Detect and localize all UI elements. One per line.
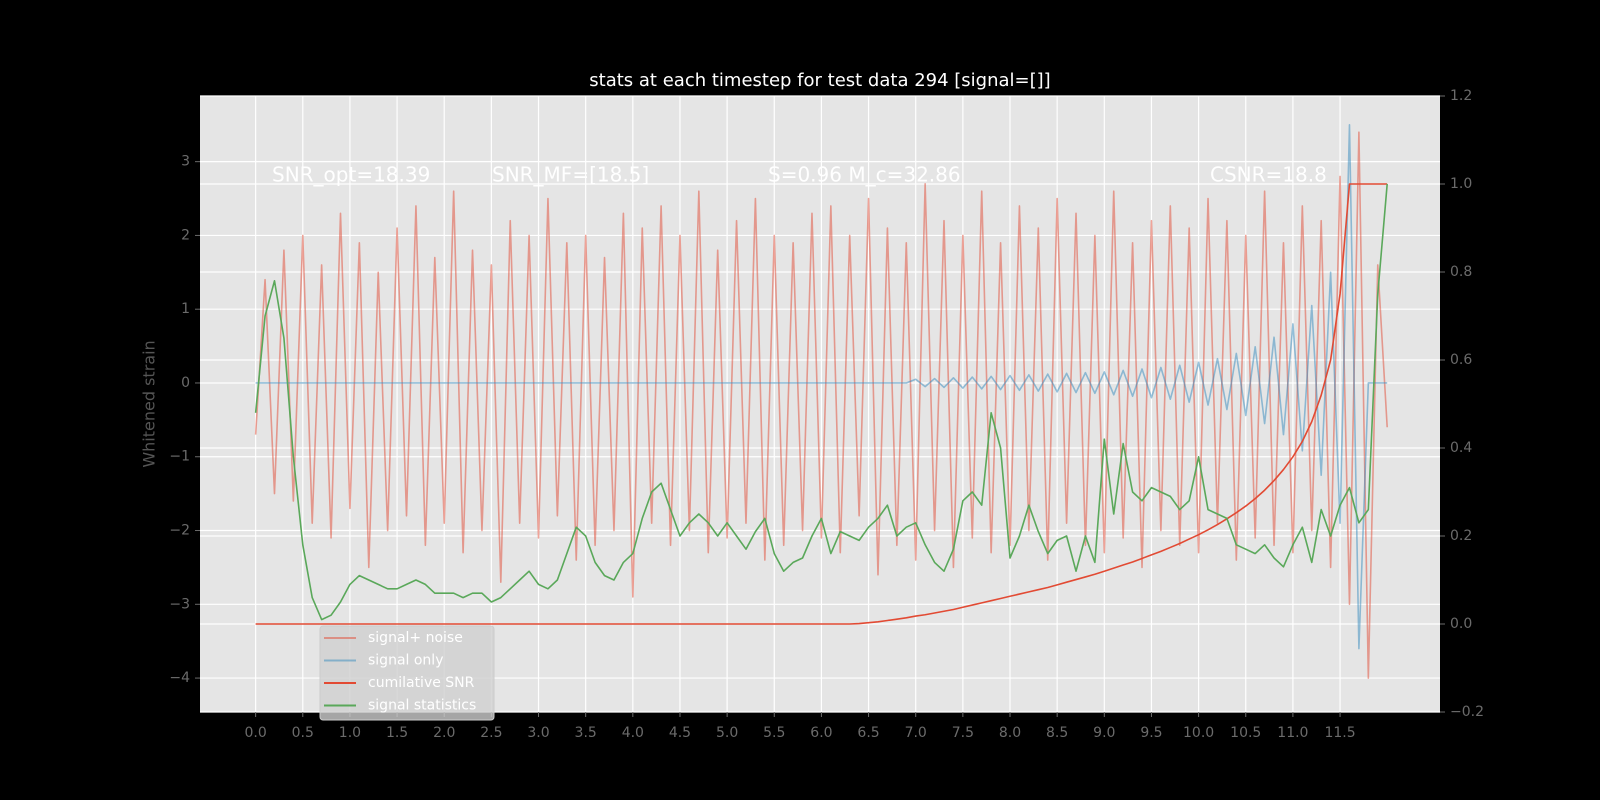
x-tick-label: 2.0 bbox=[433, 725, 455, 741]
y-tick-label: −2 bbox=[169, 523, 190, 539]
x-tick-label: 8.0 bbox=[999, 725, 1021, 741]
x-tick-label: 3.0 bbox=[527, 725, 549, 741]
chart-title: stats at each timestep for test data 294… bbox=[589, 70, 1050, 91]
x-tick-label: 11.0 bbox=[1277, 725, 1308, 741]
x-tick-label: 5.0 bbox=[716, 725, 738, 741]
annotation: CSNR=18.8 bbox=[1210, 163, 1327, 187]
x-tick-label: 9.5 bbox=[1140, 725, 1162, 741]
y-tick-label: −1 bbox=[169, 449, 190, 465]
y-tick-label: −4 bbox=[169, 670, 190, 686]
x-tick-label: 1.5 bbox=[386, 725, 408, 741]
x-tick-label: 6.0 bbox=[810, 725, 832, 741]
x-tick-label: 10.0 bbox=[1183, 725, 1214, 741]
x-tick-label: 11.5 bbox=[1324, 725, 1355, 741]
axes: 0.0 0.5 1.0 1.5 2.0 2.5 3.0 3.5 4.0 4.5 5.0 5.5 6.0 6… bbox=[169, 88, 1484, 741]
annotation: SNR_MF=[18.5] bbox=[492, 163, 649, 187]
x-tick-label: 5.5 bbox=[763, 725, 785, 741]
plot-background bbox=[200, 96, 1440, 712]
legend-label: signal only bbox=[368, 653, 443, 669]
y2-tick-label: −0.2 bbox=[1450, 704, 1484, 720]
plot-lines bbox=[254, 123, 1388, 679]
legend-label: signal statistics bbox=[368, 698, 476, 714]
x-tick-label: 0.5 bbox=[292, 725, 314, 741]
y2-tick-label: 1.0 bbox=[1450, 176, 1472, 192]
legend: signal+ noise signal only cumilative SNR si… bbox=[319, 625, 495, 721]
y2-tick-label: 0.8 bbox=[1450, 264, 1472, 280]
legend-label: cumilative SNR bbox=[368, 675, 475, 691]
x-tick-label: 6.5 bbox=[857, 725, 879, 741]
x-tick-label: 7.0 bbox=[905, 725, 927, 741]
y2-tick-label: 0.4 bbox=[1450, 440, 1472, 456]
legend-box bbox=[319, 625, 495, 721]
x-tick-label: 9.0 bbox=[1093, 725, 1115, 741]
legend-label: signal+ noise bbox=[368, 630, 463, 646]
x-tick-label: 2.5 bbox=[480, 725, 502, 741]
y-tick-label: −3 bbox=[169, 596, 190, 612]
y2-tick-label: 0.0 bbox=[1450, 616, 1472, 632]
y-tick-label: 3 bbox=[181, 154, 190, 170]
y2-tick-label: 0.6 bbox=[1450, 352, 1472, 368]
y2-tick-label: 0.2 bbox=[1450, 528, 1472, 544]
x-tick-label: 4.5 bbox=[669, 725, 691, 741]
y-tick-label: 0 bbox=[181, 375, 190, 391]
annotation: SNR_opt=18.39 bbox=[272, 163, 430, 187]
annotation: S=0.96 M_c=32.86 bbox=[768, 163, 961, 187]
x-tick-label: 7.5 bbox=[952, 725, 974, 741]
x-tick-label: 8.5 bbox=[1046, 725, 1068, 741]
y-tick-label: 2 bbox=[181, 227, 190, 243]
y-axis-label: Whitened strain bbox=[140, 340, 159, 467]
x-tick-label: 1.0 bbox=[339, 725, 361, 741]
y2-tick-label: 1.2 bbox=[1450, 88, 1472, 104]
series-line bbox=[255, 183, 1388, 625]
x-tick-label: 10.5 bbox=[1230, 725, 1261, 741]
series-line bbox=[254, 183, 1388, 621]
x-tick-label: 4.0 bbox=[622, 725, 644, 741]
y-tick-label: 1 bbox=[181, 301, 190, 317]
x-tick-label: 0.0 bbox=[245, 725, 267, 741]
series-line bbox=[255, 123, 1388, 650]
annotations: SNR_opt=18.39 SNR_MF=[18.5] S=0.96 M_c=32.… bbox=[272, 163, 1327, 187]
x-tick-label: 3.5 bbox=[575, 725, 597, 741]
series-line bbox=[254, 131, 1388, 679]
